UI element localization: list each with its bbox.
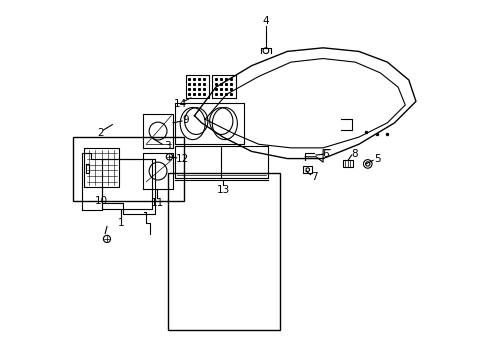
Bar (303, 166, 312, 173)
Text: 14: 14 (173, 99, 186, 109)
Text: 7: 7 (310, 172, 317, 182)
Text: 9: 9 (182, 115, 188, 125)
Text: 10: 10 (95, 197, 108, 206)
Text: 1: 1 (118, 218, 124, 228)
Text: 4: 4 (262, 16, 269, 26)
Bar (342, 159, 352, 167)
Text: 2: 2 (98, 128, 104, 138)
Text: 11: 11 (150, 198, 163, 207)
Text: 12: 12 (175, 154, 188, 163)
Text: 3: 3 (164, 141, 171, 151)
Text: 5: 5 (373, 154, 380, 164)
Text: 8: 8 (350, 149, 357, 159)
Text: 6: 6 (322, 149, 328, 159)
Text: 13: 13 (216, 185, 229, 195)
